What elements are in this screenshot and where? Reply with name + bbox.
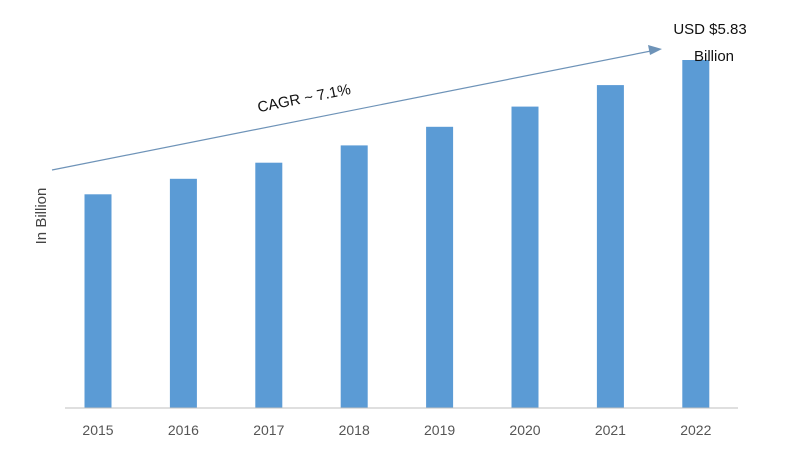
- x-tick-label-2022: 2022: [680, 422, 711, 438]
- x-tick-label-2016: 2016: [168, 422, 199, 438]
- bar-2019: [426, 126, 454, 409]
- cagr-annotation: CAGR ~ 7.1%: [256, 81, 352, 116]
- bar-2022: [682, 60, 710, 408]
- bar-2021: [596, 85, 624, 408]
- x-tick-labels: 2015 2016 2017 2018 2019 2020 2021 2022: [82, 422, 711, 438]
- x-tick-label-2020: 2020: [509, 422, 540, 438]
- bar-2018: [340, 145, 368, 408]
- bar-2017: [255, 162, 283, 408]
- bars-group: [84, 60, 710, 409]
- bar-2020: [511, 106, 539, 408]
- x-tick-label-2017: 2017: [253, 422, 284, 438]
- x-tick-label-2021: 2021: [595, 422, 626, 438]
- cagr-trend-arrow: [51, 49, 657, 171]
- cagr-arrowhead: [648, 45, 662, 55]
- bar-2015: [84, 194, 112, 408]
- bar-2016: [169, 178, 197, 408]
- final-value-annotation-line2: Billion: [694, 48, 734, 65]
- x-tick-label-2015: 2015: [82, 422, 113, 438]
- x-tick-label-2019: 2019: [424, 422, 455, 438]
- final-value-annotation-line1: USD $5.83: [673, 21, 746, 38]
- y-axis-label: In Billion: [33, 188, 50, 245]
- x-tick-label-2018: 2018: [339, 422, 370, 438]
